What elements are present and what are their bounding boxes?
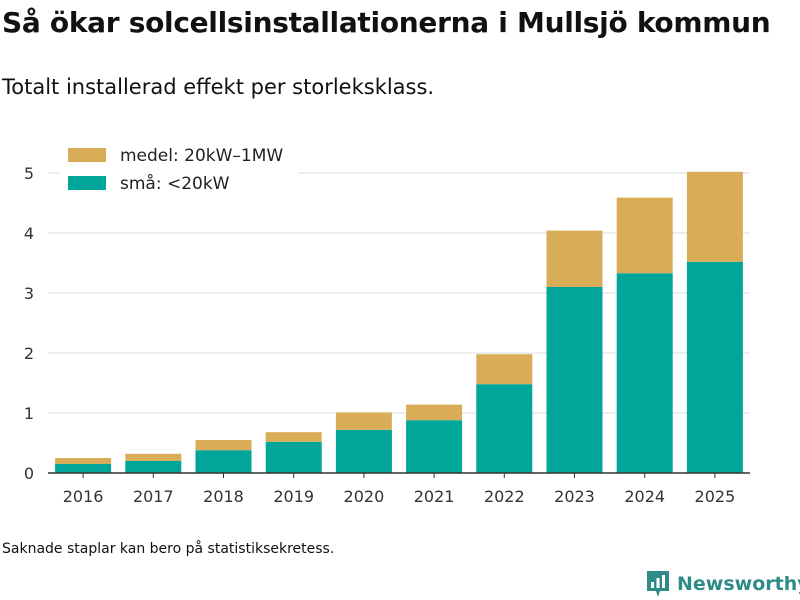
- y-tick-label: 0: [24, 464, 34, 483]
- bar-small: [686, 261, 743, 473]
- bar-medium: [125, 453, 182, 461]
- bar-small: [476, 384, 533, 473]
- bar-small: [406, 420, 463, 473]
- bar-medium: [265, 432, 322, 442]
- bar-small: [335, 429, 392, 473]
- brand-logo[interactable]: Newsworthy: [645, 568, 800, 600]
- legend-label: medel: 20kW–1MW: [120, 146, 283, 166]
- chart-subtitle: Totalt installerad effekt per storlekskl…: [2, 75, 435, 99]
- bar-medium: [406, 404, 463, 421]
- bar-small: [616, 273, 673, 473]
- bar-medium: [546, 230, 603, 287]
- x-tick-label: 2020: [344, 487, 385, 506]
- newsworthy-logo-icon: [647, 571, 669, 597]
- y-tick-label: 1: [24, 404, 34, 423]
- bar-small: [265, 441, 322, 473]
- bar-small: [546, 287, 603, 473]
- x-tick-label: 2021: [414, 487, 455, 506]
- x-tick-label: 2017: [133, 487, 174, 506]
- x-tick-label: 2024: [624, 487, 665, 506]
- footnote: Saknade staplar kan bero på statistiksek…: [2, 541, 335, 557]
- legend-swatch: [68, 148, 106, 162]
- chart-title: Så ökar solcellsinstallationerna i Mulls…: [2, 6, 771, 39]
- bar-medium: [195, 440, 252, 451]
- legend-swatch: [68, 176, 106, 190]
- bar-medium: [476, 354, 533, 385]
- bar-medium: [686, 171, 743, 262]
- x-tick-label: 2022: [484, 487, 525, 506]
- x-tick-label: 2018: [203, 487, 244, 506]
- legend-label: små: <20kW: [120, 173, 230, 194]
- y-tick-label: 3: [24, 284, 34, 303]
- bar-medium: [616, 197, 673, 274]
- bar-small: [125, 461, 182, 473]
- x-tick-label: 2023: [554, 487, 595, 506]
- y-tick-label: 5: [24, 164, 34, 183]
- brand-name: Newsworthy: [677, 573, 800, 595]
- y-tick-label: 4: [24, 224, 34, 243]
- x-tick-label: 2016: [63, 487, 104, 506]
- x-tick-label: 2025: [695, 487, 736, 506]
- bar-small: [195, 450, 252, 473]
- bar-small: [55, 464, 112, 473]
- bar-medium: [335, 412, 392, 430]
- y-tick-label: 2: [24, 344, 34, 363]
- bar-medium: [55, 458, 112, 464]
- x-tick-label: 2019: [273, 487, 314, 506]
- stacked-bar-chart: 0 1 2 3 4 5 2016 2017 2018 2019 2020 2021 2022 2023 20…: [23, 146, 750, 506]
